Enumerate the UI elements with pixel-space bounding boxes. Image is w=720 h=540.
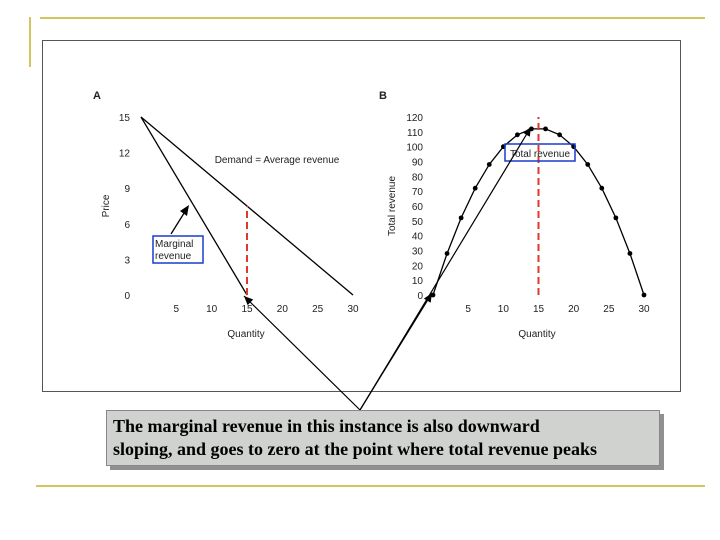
panel-b-ytick: 110 [407, 128, 423, 139]
mr-label-line-2: revenue [155, 251, 192, 262]
panel-a-ytick: 15 [119, 113, 131, 124]
panel-b-ytick: 120 [406, 113, 423, 124]
panel-b-xtick: 5 [465, 304, 471, 315]
total-revenue-point [627, 251, 633, 256]
panel-a-letter: A [93, 90, 101, 102]
panel-a-xtick: 10 [206, 304, 218, 315]
mr-pointer-head [180, 205, 189, 216]
top-decor-rule [40, 17, 705, 19]
panel-b-ytick: 70 [412, 187, 424, 198]
panel-a-xtick: 30 [347, 304, 359, 315]
marginal-revenue-line [140, 116, 248, 296]
panel-b-xlabel: Quantity [518, 329, 555, 340]
total-revenue-point [444, 251, 450, 256]
panel-a-ytick: 0 [124, 291, 130, 302]
left-decor-rule [29, 17, 31, 67]
caption-box: The marginal revenue in this instance is… [106, 410, 660, 466]
total-revenue-point [472, 185, 478, 191]
panel-a-ytick: 3 [124, 255, 130, 266]
panel-b-ytick: 20 [412, 261, 424, 272]
panel-b-ytick: 80 [412, 172, 424, 183]
charts-svg: A 0 3 6 9 12 15 5 10 15 20 25 30 Quantity Price Demand … [93, 90, 650, 340]
caption-line-1: The marginal revenue in this instance is… [113, 416, 540, 436]
total-revenue-point [613, 215, 619, 221]
panel-b-ylabel: Total revenue [387, 176, 398, 236]
total-revenue-point [557, 132, 562, 138]
panel-a-ytick: 9 [124, 184, 130, 195]
demand-label: Demand = Average revenue [215, 155, 340, 166]
mr-pointer-line [170, 209, 187, 235]
panel-b-xtick: 30 [638, 304, 650, 315]
total-revenue-point [543, 126, 548, 132]
panel-b-xtick: 20 [568, 304, 580, 315]
panel-b-ytick: 10 [412, 276, 424, 287]
panel-b-ytick: 50 [412, 217, 424, 228]
panel-a-ytick: 12 [119, 149, 131, 160]
panel-a-xtick: 20 [277, 304, 289, 315]
panel-b-ytick: 100 [406, 143, 423, 154]
mr-label-line-1: Marginal [155, 239, 193, 250]
panel-b-xtick: 10 [498, 304, 510, 315]
total-revenue-point [599, 185, 605, 191]
panel-b-letter: B [379, 90, 387, 102]
panel-b-ytick: 0 [417, 291, 423, 302]
mr-label-box [152, 235, 204, 264]
panel-b-ytick: 90 [412, 158, 424, 169]
panel-a-ytick: 6 [124, 220, 130, 231]
total-revenue-point [515, 132, 520, 138]
panel-a-ylabel: Price [101, 194, 112, 217]
panel-a-xlabel: Quantity [227, 329, 264, 340]
figure-panel: A 0 3 6 9 12 15 5 10 15 20 25 30 Quantity Price Demand … [42, 40, 681, 392]
caption-line-2: sloping, and goes to zero at the point w… [113, 439, 597, 459]
panel-b-ytick: 60 [412, 202, 424, 213]
tr-label: Total revenue [510, 149, 570, 160]
total-revenue-point [641, 292, 647, 298]
panel-a-xtick: 25 [312, 304, 324, 315]
panel-a-xtick: 15 [241, 304, 253, 315]
total-revenue-point [458, 215, 464, 221]
panel-b-xtick: 15 [533, 304, 545, 315]
bottom-decor-rule [36, 485, 705, 487]
total-revenue-point [486, 162, 492, 167]
panel-b-ytick: 40 [412, 232, 424, 243]
panel-b-ytick: 30 [412, 247, 424, 258]
panel-a-xtick: 5 [174, 304, 180, 315]
total-revenue-point [585, 162, 591, 167]
total-revenue-point [430, 292, 436, 298]
panel-b-xtick: 25 [603, 304, 615, 315]
total-revenue-point [529, 126, 534, 132]
